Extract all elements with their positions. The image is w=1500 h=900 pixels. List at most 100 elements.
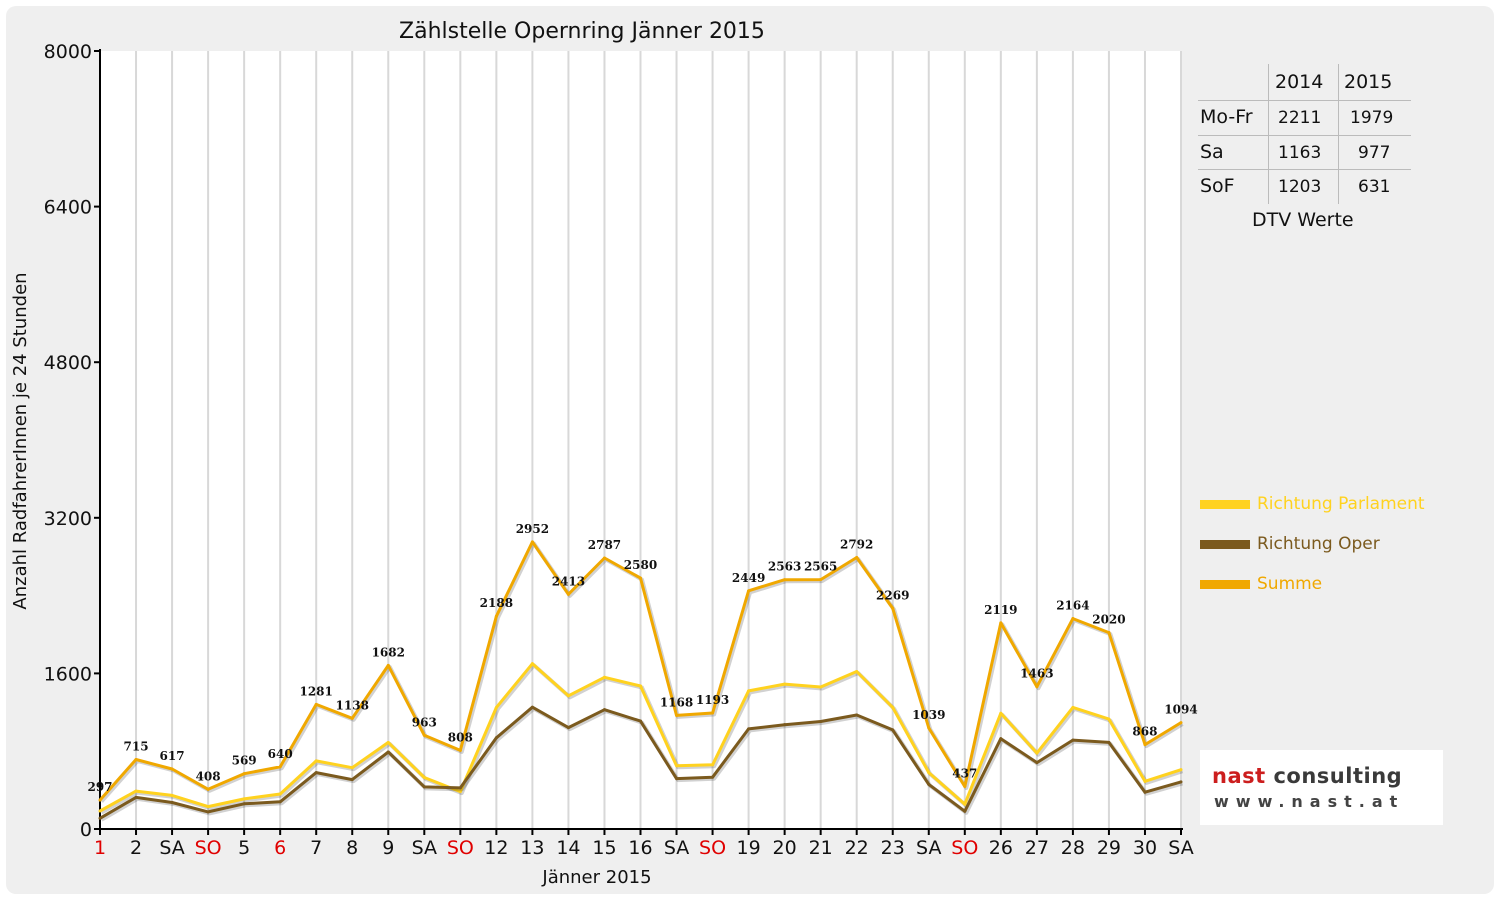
data-label: 2787 (588, 538, 621, 552)
data-label: 868 (1132, 725, 1157, 739)
x-tick-label: SA (159, 837, 184, 859)
data-point (314, 771, 318, 775)
dtv-cell: 977 (1358, 143, 1391, 163)
x-axis-label: Jänner 2015 (541, 867, 651, 888)
dtv-caption: DTV Werte (1252, 209, 1354, 231)
legend-swatch (1200, 540, 1250, 549)
data-point (350, 716, 354, 720)
data-label: 2413 (552, 574, 585, 588)
data-point (422, 775, 426, 779)
data-point (1179, 768, 1183, 772)
data-point (494, 614, 498, 618)
x-tick-label: 5 (238, 837, 250, 859)
data-point (891, 705, 895, 709)
data-point (170, 793, 174, 797)
logo-url: www.nast.at (1214, 792, 1405, 811)
data-point (1143, 790, 1147, 794)
data-point (494, 736, 498, 740)
data-label: 408 (196, 769, 221, 783)
data-point (1071, 738, 1075, 742)
x-tick-label: 29 (1097, 837, 1121, 859)
x-tick-label: 2 (130, 837, 142, 859)
data-point (206, 810, 210, 814)
y-tick-label: 3200 (44, 508, 92, 530)
data-point (458, 748, 462, 752)
x-tick-label: SO (951, 837, 978, 859)
data-label: 2952 (516, 522, 549, 536)
data-label: 2269 (876, 588, 909, 602)
y-tick-label: 1600 (44, 663, 92, 685)
y-axis-label: Anzahl RadfahrerInnen je 24 Stunden (10, 272, 31, 609)
data-point (386, 750, 390, 754)
x-tick-label: SO (699, 837, 726, 859)
x-tick-label: 7 (310, 837, 322, 859)
data-point (747, 689, 751, 693)
data-point (927, 782, 931, 786)
data-point (1107, 717, 1111, 721)
dtv-cell: 1203 (1278, 177, 1322, 197)
data-point (1071, 705, 1075, 709)
data-point (350, 778, 354, 782)
data-point (1143, 779, 1147, 783)
x-tick-label: SO (195, 837, 222, 859)
data-point (675, 764, 679, 768)
data-point (855, 713, 859, 717)
data-label: 2565 (804, 560, 837, 574)
data-label: 1039 (912, 708, 945, 722)
data-point (530, 705, 534, 709)
data-label: 1682 (372, 645, 405, 659)
data-point (675, 777, 679, 781)
x-tick-label: 6 (274, 837, 286, 859)
data-point (747, 727, 751, 731)
data-point (1107, 631, 1111, 635)
data-label: 569 (232, 754, 257, 768)
data-point (602, 675, 606, 679)
data-point (963, 802, 967, 806)
legend-label: Richtung Oper (1257, 534, 1380, 554)
x-tick-label: 23 (881, 837, 905, 859)
data-point (819, 578, 823, 582)
data-point (747, 589, 751, 593)
x-tick-label: 19 (737, 837, 761, 859)
data-point (855, 669, 859, 673)
data-point (170, 767, 174, 771)
data-label: 2119 (984, 603, 1017, 617)
data-point (963, 809, 967, 813)
data-point (98, 809, 102, 813)
x-tick-label: 12 (484, 837, 508, 859)
data-label: 2188 (480, 596, 513, 610)
data-point (963, 785, 967, 789)
data-point (927, 726, 931, 730)
dtv-cell: 631 (1358, 177, 1391, 197)
legend-swatch (1200, 500, 1250, 509)
data-point (639, 719, 642, 723)
dtv-header-2015: 2015 (1344, 71, 1393, 93)
x-tick-label: SA (664, 837, 689, 859)
data-point (566, 726, 570, 730)
x-tick-label: 28 (1061, 837, 1085, 859)
data-point (999, 711, 1003, 715)
data-label: 297 (87, 780, 112, 794)
data-point (566, 592, 570, 596)
legend-swatch (1200, 580, 1250, 589)
data-point (1179, 780, 1183, 784)
x-tick-label: 13 (520, 837, 544, 859)
data-point (278, 765, 282, 769)
data-point (386, 740, 390, 744)
data-label: 808 (448, 730, 473, 744)
data-point (386, 663, 390, 667)
x-tick-label: 30 (1133, 837, 1157, 859)
data-point (711, 775, 715, 779)
data-point (819, 720, 823, 724)
data-point (314, 702, 318, 706)
data-point (602, 556, 606, 560)
data-label: 1094 (1164, 703, 1197, 717)
data-point (639, 684, 642, 688)
data-point (891, 606, 895, 610)
data-point (999, 621, 1003, 625)
x-tick-label: SA (916, 837, 941, 859)
x-tick-label: 14 (556, 837, 580, 859)
x-tick-label: 26 (989, 837, 1013, 859)
data-label: 2563 (768, 560, 801, 574)
x-tick-label: 22 (845, 837, 869, 859)
